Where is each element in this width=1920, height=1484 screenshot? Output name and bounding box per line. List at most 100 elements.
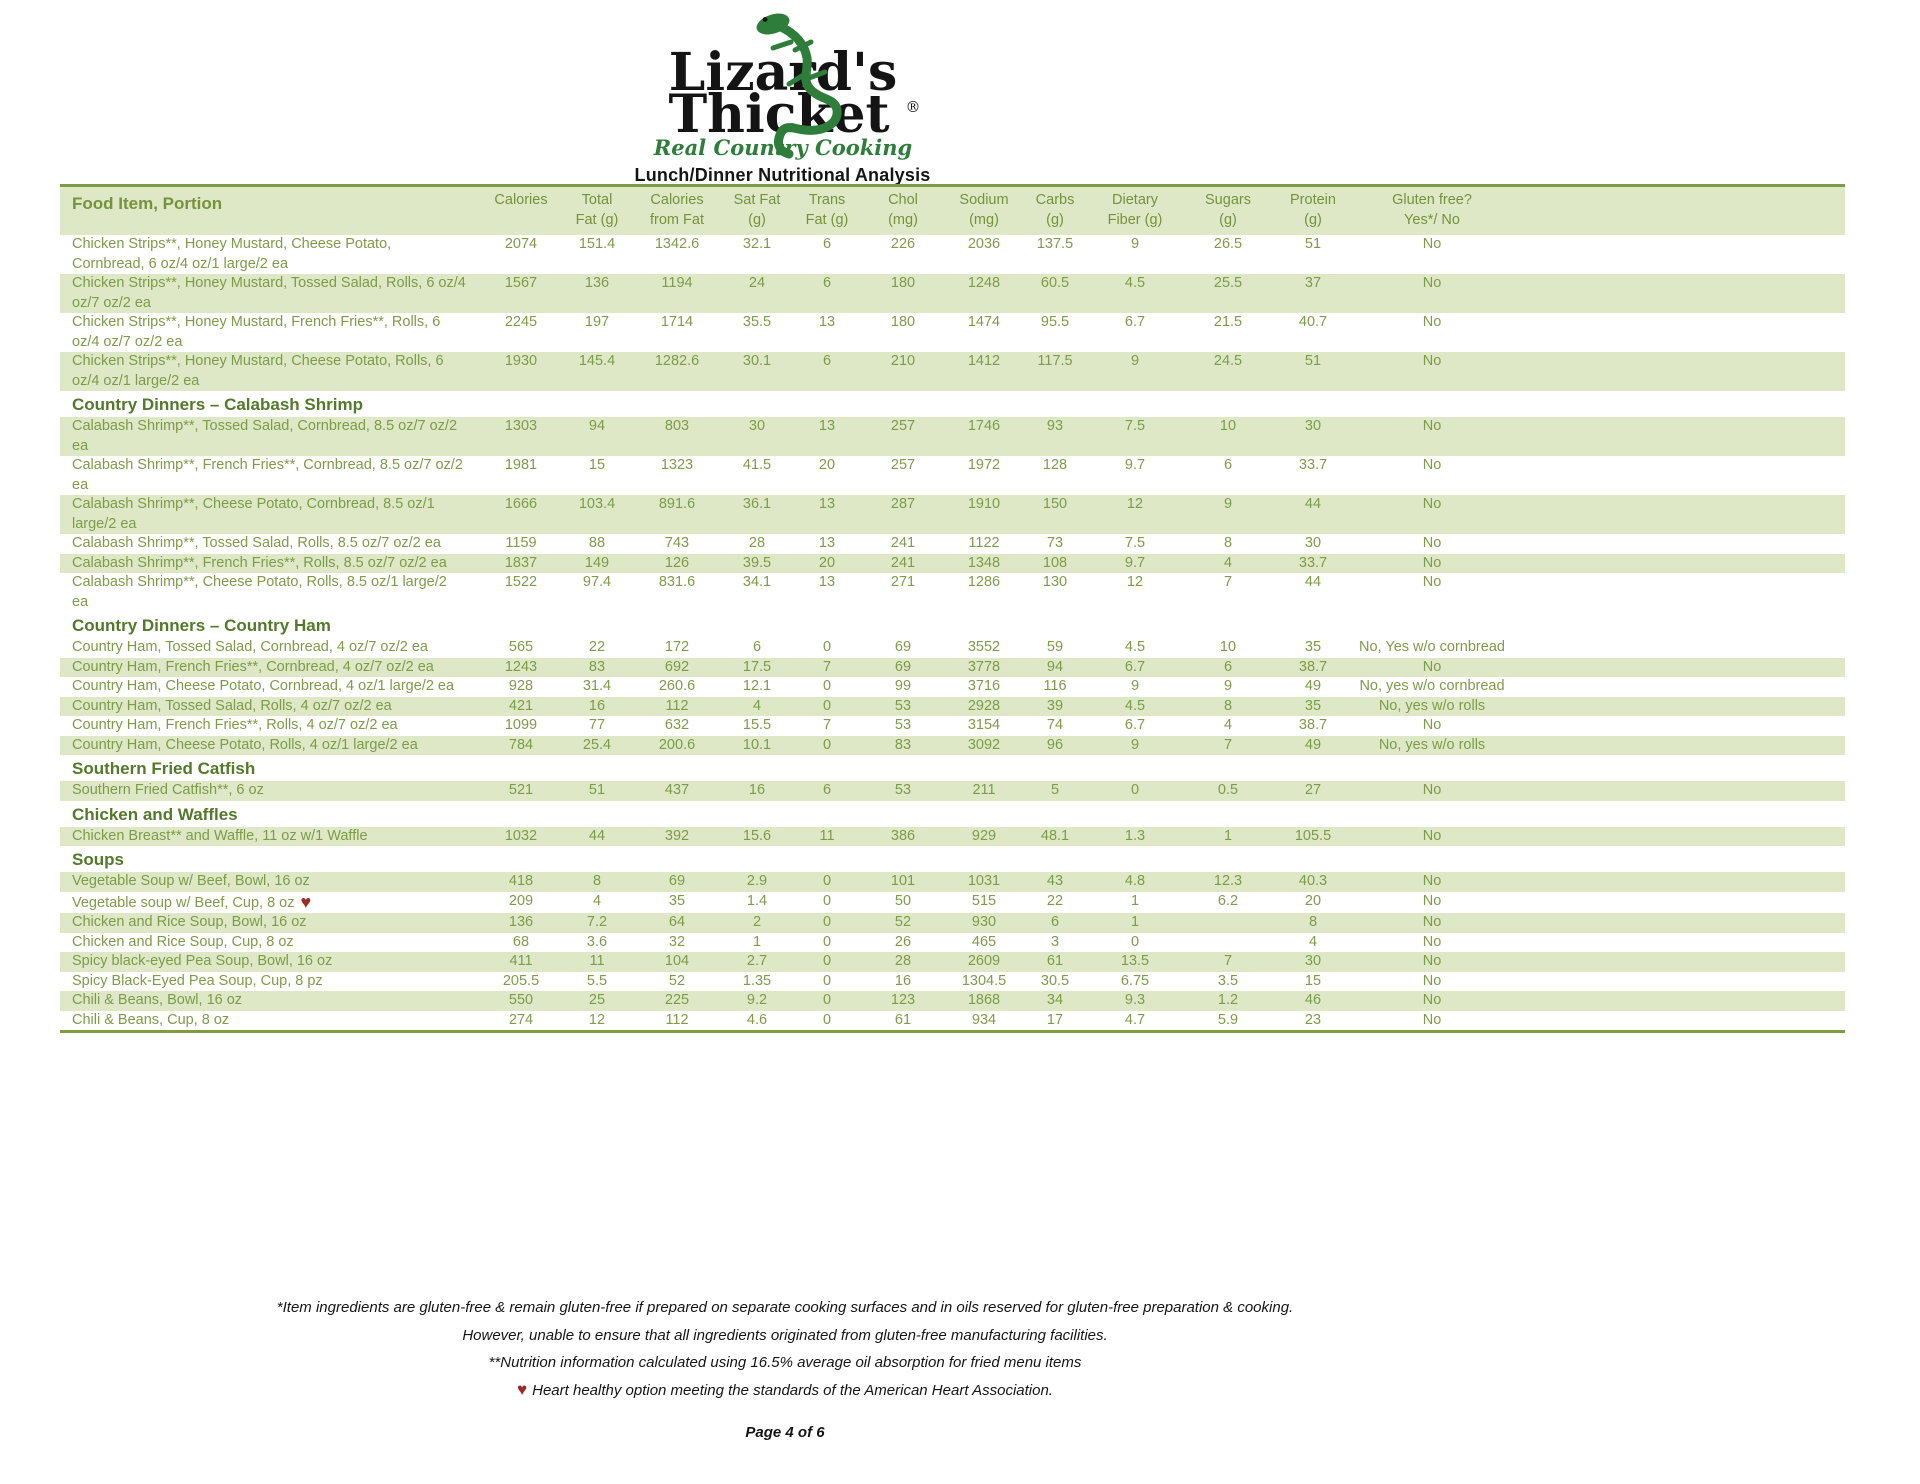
table-row: Chicken Breast** and Waffle, 11 oz w/1 W… [60,826,1845,846]
value-cell: 271 [862,573,944,612]
food-item-cell: Chicken and Rice Soup, Bowl, 16 oz [60,913,480,933]
value-cell: 392 [632,826,722,846]
value-cell: 136 [480,913,562,933]
value-cell: 20 [792,553,862,573]
footnote-line: **Nutrition information calculated using… [488,1354,1082,1371]
value-cell: No [1354,313,1510,352]
value-cell: 9 [1086,677,1184,697]
column-header: Trans Fat (g) [792,185,862,235]
value-cell: No [1354,1010,1510,1032]
value-cell: 2928 [944,696,1024,716]
food-item-cell: Vegetable soup w/ Beef, Cup, 8 oz ♥ [60,891,480,913]
value-cell: 0 [792,971,862,991]
value-cell: 9 [1086,352,1184,391]
value-cell: 929 [944,826,1024,846]
table-row: Chicken Strips**, Honey Mustard, Cheese … [60,352,1845,391]
table-row: Vegetable Soup w/ Beef, Bowl, 16 oz 418 8 6… [60,872,1845,892]
value-cell: 1910 [944,495,1024,534]
filler-cell [1510,971,1845,991]
column-header: Chol (mg) [862,185,944,235]
value-cell: 550 [480,991,562,1011]
value-cell: 16 [862,971,944,991]
filler-cell [1510,891,1845,913]
value-cell: 5.9 [1184,1010,1272,1032]
value-cell: 465 [944,932,1024,952]
value-cell: 13 [792,573,862,612]
value-cell: 59 [1024,638,1086,658]
value-cell: 26.5 [1184,235,1272,274]
food-item-cell: Southern Fried Catfish**, 6 oz [60,781,480,801]
value-cell: 6.7 [1086,313,1184,352]
value-cell: 104 [632,952,722,972]
value-cell: 1522 [480,573,562,612]
value-cell: 225 [632,991,722,1011]
value-cell: 64 [632,913,722,933]
value-cell: 0 [792,932,862,952]
value-cell: 0 [792,638,862,658]
value-cell: 48.1 [1024,826,1086,846]
value-cell: 1304.5 [944,971,1024,991]
value-cell: 112 [632,696,722,716]
value-cell: 10.1 [722,735,792,755]
value-cell: 1837 [480,553,562,573]
value-cell: 9.7 [1086,456,1184,495]
value-cell: No [1354,991,1510,1011]
value-cell: 831.6 [632,573,722,612]
table-row: Calabash Shrimp**, Cheese Potato, Rolls,… [60,573,1845,612]
value-cell: 521 [480,781,562,801]
value-cell: 26 [862,932,944,952]
food-item-cell: Calabash Shrimp**, French Fries**, Rolls… [60,553,480,573]
food-item-cell: Spicy black-eyed Pea Soup, Bowl, 16 oz [60,952,480,972]
food-item-cell: Country Ham, Cheese Potato, Cornbread, 4… [60,677,480,697]
value-cell: 12.1 [722,677,792,697]
value-cell: 3.6 [562,932,632,952]
value-cell: 130 [1024,573,1086,612]
value-cell: 20 [1272,891,1354,913]
value-cell: 16 [562,696,632,716]
value-cell: 33.7 [1272,553,1354,573]
logo-line1: Lizard's [668,42,897,103]
value-cell: 27 [1272,781,1354,801]
table-row: Country Ham, French Fries**, Rolls, 4 oz… [60,716,1845,736]
value-cell: 6 [1024,913,1086,933]
value-cell: 44 [1272,495,1354,534]
filler-cell [1510,781,1845,801]
lizards-thicket-logo: Lizard's Thicket ® Real Country Cooking [652,13,920,160]
table-row: Country Ham, Tossed Salad, Cornbread, 4 … [60,638,1845,658]
value-cell: 68 [480,932,562,952]
value-cell: 13.5 [1086,952,1184,972]
filler-cell [1510,534,1845,554]
value-cell: 34 [1024,991,1086,1011]
value-cell: 3.5 [1184,971,1272,991]
table-row: Southern Fried Catfish**, 6 oz 521 51 437 16… [60,781,1845,801]
filler-cell [1510,677,1845,697]
section-header-row: Soups [60,846,1845,872]
value-cell: 6.75 [1086,971,1184,991]
value-cell: No [1354,716,1510,736]
lizard-icon [756,13,842,159]
filler-cell [1510,696,1845,716]
value-cell: No [1354,826,1510,846]
value-cell: 692 [632,657,722,677]
value-cell: 30 [1272,534,1354,554]
value-cell: 28 [862,952,944,972]
value-cell: 6.7 [1086,657,1184,677]
value-cell: 1868 [944,991,1024,1011]
table-row: Calabash Shrimp**, Tossed Salad, Cornbre… [60,417,1845,456]
nutrition-table: Food Item, Portion Calories Total Fat (g) Ca… [60,184,1845,1033]
section-title: Chicken and Waffles [60,800,1845,827]
food-item-cell: Calabash Shrimp**, French Fries**, Cornb… [60,456,480,495]
value-cell: No [1354,971,1510,991]
value-cell: 95.5 [1024,313,1086,352]
value-cell: 7.5 [1086,417,1184,456]
value-cell: 211 [944,781,1024,801]
value-cell: No, Yes w/o cornbread [1354,638,1510,658]
value-cell: No [1354,456,1510,495]
value-cell: 7 [1184,573,1272,612]
value-cell: 1714 [632,313,722,352]
value-cell: 10 [1184,638,1272,658]
value-cell [1184,913,1272,933]
value-cell: 96 [1024,735,1086,755]
value-cell: 1248 [944,274,1024,313]
value-cell: 83 [862,735,944,755]
